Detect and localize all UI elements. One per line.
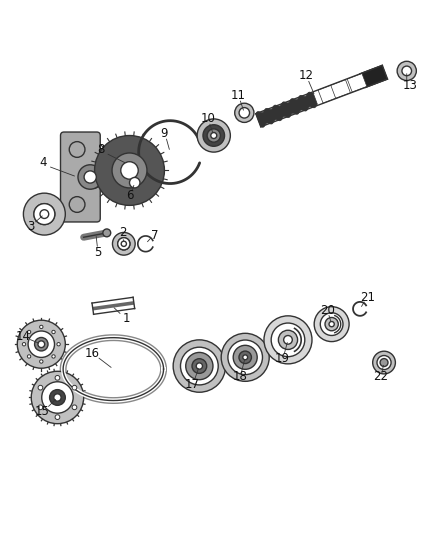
Circle shape (23, 193, 65, 235)
Circle shape (264, 316, 312, 364)
Text: 13: 13 (403, 79, 418, 92)
Circle shape (235, 103, 254, 123)
Polygon shape (318, 85, 338, 103)
Text: 10: 10 (201, 112, 215, 125)
Circle shape (271, 323, 305, 357)
Circle shape (211, 133, 217, 139)
Circle shape (203, 125, 225, 146)
Circle shape (118, 238, 130, 250)
Circle shape (34, 204, 55, 224)
Circle shape (121, 161, 138, 179)
Circle shape (55, 415, 60, 419)
Circle shape (17, 320, 65, 368)
Circle shape (314, 306, 349, 342)
Text: 7: 7 (151, 229, 158, 241)
Circle shape (243, 355, 247, 360)
Circle shape (373, 351, 396, 374)
Circle shape (84, 171, 96, 183)
Text: 5: 5 (94, 246, 101, 259)
Circle shape (197, 119, 230, 152)
Circle shape (180, 347, 218, 385)
Circle shape (28, 355, 31, 358)
FancyBboxPatch shape (60, 132, 100, 222)
Circle shape (57, 343, 60, 346)
Circle shape (34, 204, 55, 224)
Circle shape (130, 177, 140, 188)
Circle shape (228, 340, 262, 375)
Circle shape (72, 405, 77, 410)
Circle shape (192, 359, 207, 374)
Circle shape (402, 66, 412, 76)
Circle shape (39, 325, 43, 329)
Text: 22: 22 (373, 370, 388, 383)
Text: 9: 9 (161, 127, 168, 140)
Circle shape (221, 333, 269, 381)
Circle shape (38, 385, 43, 390)
Circle shape (42, 382, 73, 413)
Circle shape (186, 352, 213, 379)
Text: 14: 14 (16, 330, 31, 343)
Circle shape (377, 356, 391, 369)
Circle shape (78, 165, 102, 189)
Polygon shape (256, 92, 318, 127)
Circle shape (38, 405, 43, 410)
Circle shape (380, 359, 388, 367)
Circle shape (40, 210, 49, 219)
Circle shape (54, 394, 61, 401)
Circle shape (239, 351, 251, 364)
Circle shape (329, 321, 334, 327)
Circle shape (69, 197, 85, 212)
Text: 3: 3 (27, 220, 34, 233)
Text: 17: 17 (184, 378, 199, 391)
Text: 21: 21 (360, 292, 375, 304)
Circle shape (52, 330, 55, 334)
Circle shape (31, 372, 84, 424)
Text: 19: 19 (275, 352, 290, 365)
Circle shape (113, 232, 135, 255)
Text: 15: 15 (35, 405, 49, 418)
Circle shape (196, 363, 202, 369)
Text: 12: 12 (299, 69, 314, 82)
Circle shape (284, 336, 292, 344)
Text: 6: 6 (126, 189, 133, 202)
Circle shape (95, 135, 164, 205)
Circle shape (233, 345, 257, 369)
Polygon shape (360, 65, 388, 88)
Circle shape (112, 153, 147, 188)
Circle shape (69, 142, 85, 157)
Polygon shape (331, 80, 350, 98)
Circle shape (55, 375, 60, 380)
Circle shape (72, 385, 77, 390)
Text: 4: 4 (40, 156, 47, 169)
Text: 2: 2 (119, 227, 127, 239)
Polygon shape (347, 74, 367, 92)
Circle shape (35, 337, 48, 351)
Text: 18: 18 (233, 370, 247, 383)
Circle shape (207, 129, 220, 142)
Circle shape (22, 343, 26, 346)
Circle shape (38, 341, 45, 348)
Circle shape (39, 360, 43, 363)
Circle shape (173, 340, 226, 392)
Circle shape (118, 238, 130, 250)
Circle shape (397, 61, 417, 80)
Circle shape (103, 229, 111, 237)
Text: 20: 20 (320, 304, 335, 317)
Circle shape (320, 313, 343, 335)
Circle shape (121, 241, 127, 246)
Circle shape (325, 318, 338, 331)
Circle shape (49, 390, 65, 405)
Circle shape (28, 331, 54, 358)
Circle shape (239, 108, 250, 118)
Text: 16: 16 (85, 348, 100, 360)
Circle shape (279, 330, 297, 350)
Text: 8: 8 (97, 143, 105, 156)
Circle shape (28, 330, 31, 334)
Circle shape (52, 355, 55, 358)
Text: 1: 1 (123, 311, 130, 325)
Text: 11: 11 (231, 89, 246, 102)
